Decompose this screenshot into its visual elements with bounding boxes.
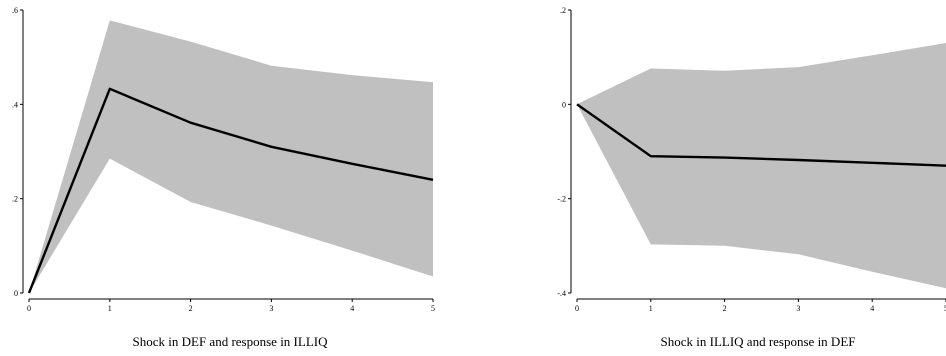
panel-caption: Shock in DEF and response in ILLIQ bbox=[133, 334, 329, 349]
x-tick-label: 5 bbox=[944, 304, 946, 313]
irf-panel-illiq-to-def: -.4 -.2 0 .2 0 1 2 3 4 5 Shock in ILLIQ and respo… bbox=[557, 6, 946, 349]
x-tick-label: 1 bbox=[649, 304, 653, 313]
confidence-band bbox=[577, 43, 946, 289]
x-tick-label: 4 bbox=[350, 304, 354, 313]
x-tick-label: 3 bbox=[796, 304, 800, 313]
y-tick-label: -.4 bbox=[557, 289, 566, 298]
y-tick-label: .2 bbox=[12, 195, 18, 204]
y-tick-label: .4 bbox=[12, 100, 18, 109]
panel-caption: Shock in ILLIQ and response in DEF bbox=[661, 334, 856, 349]
axes: 0 .2 .4 .6 0 1 2 3 4 5 bbox=[12, 6, 435, 313]
confidence-band bbox=[29, 20, 433, 294]
x-tick-label: 0 bbox=[575, 304, 579, 313]
y-tick-label: 0 bbox=[14, 289, 18, 298]
x-tick-label: 0 bbox=[27, 304, 31, 313]
y-tick-label: -.2 bbox=[557, 195, 566, 204]
axes: -.4 -.2 0 .2 0 1 2 3 4 5 bbox=[557, 6, 946, 313]
irf-panel-def-to-illiq: 0 .2 .4 .6 0 1 2 3 4 5 Shock in DEF and response … bbox=[12, 6, 435, 349]
y-tick-label: .6 bbox=[12, 6, 18, 15]
x-tick-label: 4 bbox=[870, 304, 874, 313]
x-tick-label: 3 bbox=[269, 304, 273, 313]
irf-line bbox=[576, 103, 946, 167]
y-tick-label: .2 bbox=[560, 6, 566, 15]
x-tick-label: 5 bbox=[431, 304, 435, 313]
x-tick-label: 1 bbox=[108, 304, 112, 313]
irf-line bbox=[27, 87, 434, 294]
x-tick-label: 2 bbox=[189, 304, 193, 313]
x-tick-label: 2 bbox=[723, 304, 727, 313]
y-tick-label: 0 bbox=[562, 100, 566, 109]
